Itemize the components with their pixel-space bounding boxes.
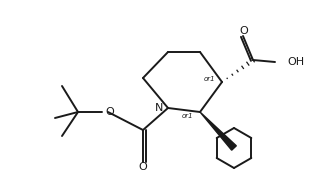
Polygon shape bbox=[200, 112, 236, 150]
Text: or1: or1 bbox=[204, 76, 216, 82]
Text: O: O bbox=[139, 162, 148, 172]
Text: N: N bbox=[155, 103, 163, 113]
Text: O: O bbox=[240, 26, 248, 36]
Text: OH: OH bbox=[287, 57, 304, 67]
Text: or1: or1 bbox=[182, 113, 194, 119]
Text: O: O bbox=[106, 107, 114, 117]
